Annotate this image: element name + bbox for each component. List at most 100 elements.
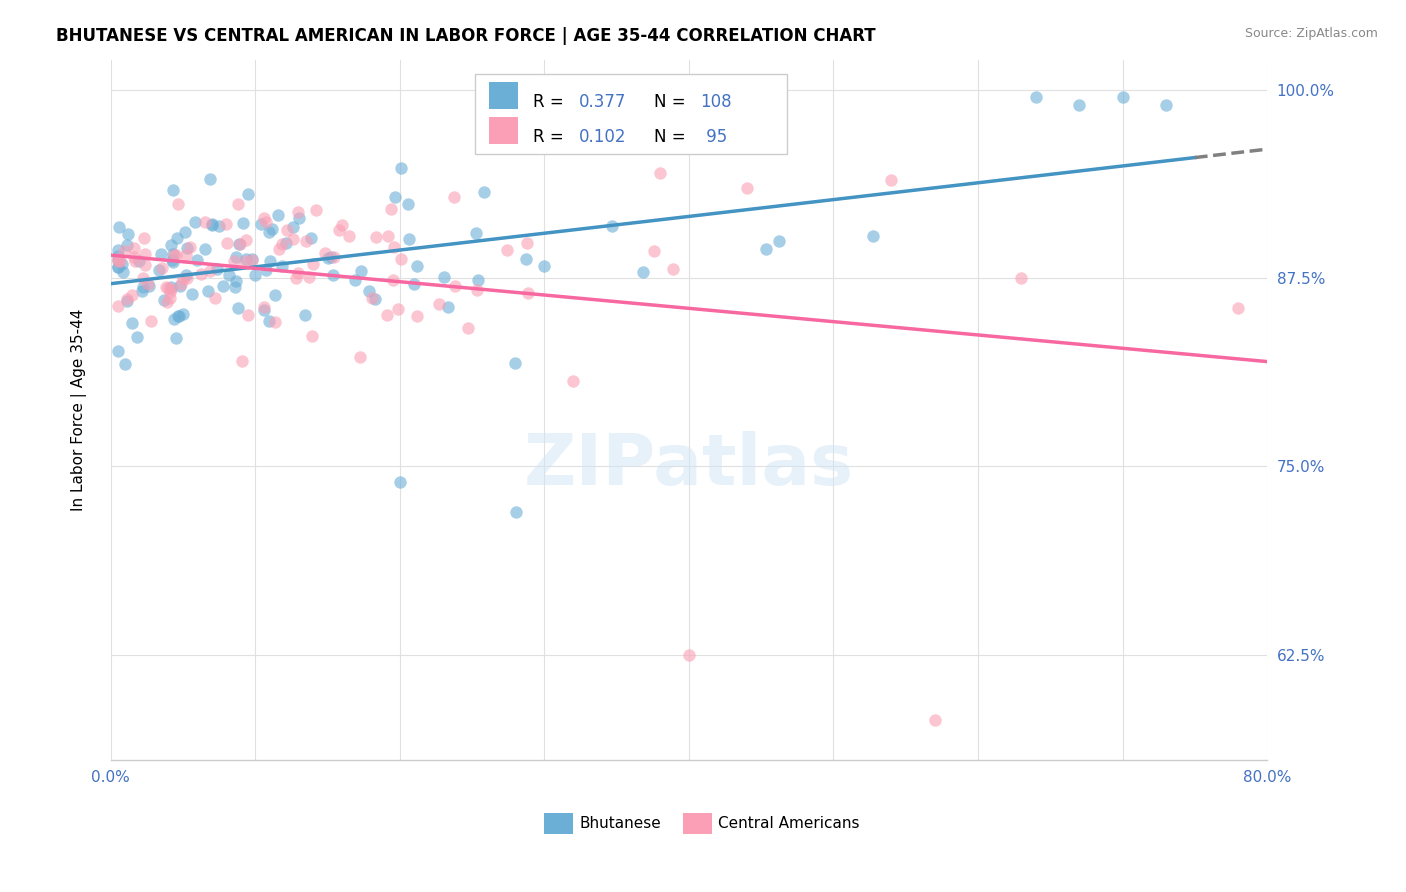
Point (276, 236, 298, 251)
Point (172, 272, 194, 286)
Point (201, 218, 224, 232)
Point (398, 232, 420, 246)
Point (107, 343, 129, 358)
Point (257, 225, 280, 239)
Point (131, 284, 153, 298)
Point (600, 219, 623, 233)
Point (174, 268, 197, 282)
Point (319, 250, 342, 264)
Point (299, 231, 322, 245)
Point (254, 263, 277, 277)
Point (176, 271, 198, 285)
Point (211, 278, 233, 293)
Point (174, 248, 197, 262)
Point (467, 273, 489, 287)
Point (226, 301, 249, 315)
Point (1025, 90, 1047, 104)
Point (167, 309, 190, 323)
Point (176, 241, 198, 255)
Text: N =: N = (654, 93, 692, 111)
Text: Central Americans: Central Americans (718, 816, 859, 830)
Text: 95: 95 (700, 128, 727, 145)
Point (387, 301, 409, 316)
Point (190, 267, 212, 281)
Point (159, 285, 181, 299)
Point (127, 330, 149, 344)
Bar (489, 117, 517, 144)
Point (121, 316, 143, 330)
Point (396, 196, 419, 211)
Point (862, 229, 884, 244)
Point (150, 247, 173, 261)
Point (389, 252, 412, 267)
Point (107, 253, 129, 268)
Point (107, 243, 129, 257)
Point (259, 254, 281, 268)
Point (114, 357, 136, 371)
Point (180, 287, 202, 301)
Point (156, 294, 179, 309)
Point (235, 252, 257, 266)
Point (643, 244, 665, 258)
Point (457, 320, 479, 334)
Point (225, 250, 247, 264)
Point (155, 280, 177, 294)
Point (281, 232, 304, 246)
Text: 0.377: 0.377 (579, 93, 627, 111)
Point (107, 299, 129, 313)
Point (503, 356, 526, 370)
Point (128, 253, 150, 268)
Point (322, 268, 344, 282)
Bar (475, 74, 787, 154)
Point (343, 273, 366, 287)
Point (160, 252, 183, 267)
Point (1227, 301, 1250, 316)
Point (150, 260, 173, 275)
Point (117, 292, 139, 306)
Point (464, 226, 486, 240)
Point (184, 215, 207, 229)
Point (427, 297, 450, 311)
Text: ZIPatlas: ZIPatlas (524, 432, 853, 500)
Point (107, 253, 129, 268)
Point (262, 222, 284, 236)
Point (880, 173, 903, 187)
Point (117, 294, 139, 309)
Point (238, 308, 260, 322)
Point (443, 190, 465, 204)
Point (375, 308, 398, 322)
Point (179, 240, 201, 254)
Point (443, 279, 465, 293)
Point (231, 354, 253, 368)
Point (134, 247, 156, 261)
Point (253, 211, 276, 225)
Point (240, 252, 263, 267)
Point (111, 257, 134, 271)
Point (162, 247, 184, 261)
Point (159, 282, 181, 296)
Point (107, 252, 129, 266)
Point (357, 284, 380, 298)
Point (1111, 90, 1133, 104)
Point (384, 189, 406, 203)
Point (271, 237, 294, 252)
Point (287, 205, 309, 219)
Point (194, 242, 217, 256)
Point (163, 312, 186, 326)
Point (297, 270, 319, 285)
Point (232, 216, 254, 230)
Point (389, 161, 412, 175)
Point (276, 223, 298, 237)
Point (245, 268, 267, 282)
Point (117, 227, 139, 242)
Point (301, 329, 323, 343)
Point (405, 259, 427, 273)
Point (138, 279, 160, 293)
Point (194, 215, 217, 229)
Point (107, 260, 129, 274)
Point (165, 331, 187, 345)
Point (768, 234, 790, 248)
Point (107, 249, 129, 263)
Point (382, 240, 405, 254)
Point (437, 300, 460, 314)
